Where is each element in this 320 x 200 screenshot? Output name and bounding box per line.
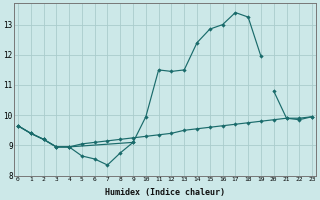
X-axis label: Humidex (Indice chaleur): Humidex (Indice chaleur) bbox=[105, 188, 225, 197]
